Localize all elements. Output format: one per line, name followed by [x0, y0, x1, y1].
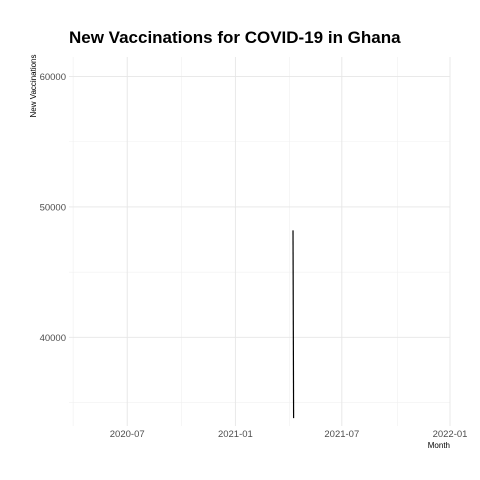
series-group — [292, 230, 295, 419]
x-tick-label: 2020-07 — [110, 429, 145, 440]
y-tick-label: 40000 — [40, 333, 66, 344]
x-tick-label: 2021-07 — [324, 429, 359, 440]
y-axis-label: New Vaccinations — [29, 55, 38, 118]
y-tick-labels: 40000 50000 60000 — [40, 72, 66, 344]
y-tick-label: 50000 — [40, 202, 66, 213]
series-line — [292, 230, 295, 419]
x-tick-labels: 2020-07 2021-01 2021-07 2022-01 — [110, 429, 468, 440]
chart-title: New Vaccinations for COVID-19 in Ghana — [69, 28, 401, 47]
x-tick-label: 2022-01 — [433, 429, 468, 440]
y-tick-label: 60000 — [40, 72, 66, 83]
x-tick-label: 2021-01 — [218, 429, 253, 440]
x-axis-label: Month — [428, 441, 450, 450]
grid — [69, 57, 451, 426]
